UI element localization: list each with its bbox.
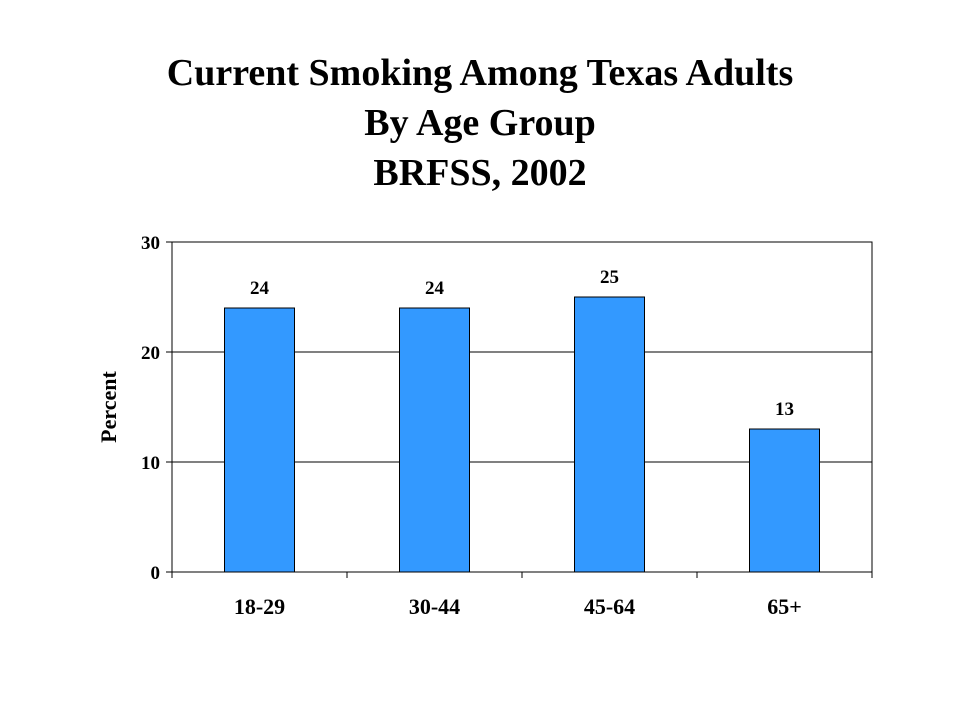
bars	[224, 296, 820, 573]
labels: 0 10 20 30 24 18-29 24 30-44 25 45-64 13 65+	[141, 233, 802, 619]
y-tick-label: 20	[141, 343, 160, 364]
bar-65+	[749, 428, 820, 573]
data-label: 24	[250, 278, 270, 299]
chart-title: Current Smoking Among Texas Adults By Ag…	[0, 48, 960, 198]
chart-title-line-3: BRFSS, 2002	[373, 152, 587, 194]
y-tick-label: 10	[141, 453, 160, 474]
data-label: 13	[775, 399, 794, 420]
bar-45-64	[574, 296, 645, 573]
y-tick-label: 0	[151, 563, 161, 584]
y-tick-label: 30	[141, 233, 160, 254]
x-category-label: 45-64	[584, 594, 635, 619]
chart-title-line-2: By Age Group	[364, 102, 596, 144]
chart-title-line-1: Current Smoking Among Texas Adults	[166, 52, 794, 94]
x-category-label: 18-29	[234, 594, 285, 619]
bar-18-29	[224, 307, 295, 573]
x-category-label: 65+	[767, 594, 802, 619]
x-category-label: 30-44	[409, 594, 460, 619]
bar-30-44	[399, 307, 470, 573]
data-label: 25	[600, 267, 619, 288]
data-label: 24	[425, 278, 445, 299]
y-axis-title: Percent	[96, 371, 121, 443]
axes	[166, 241, 873, 578]
